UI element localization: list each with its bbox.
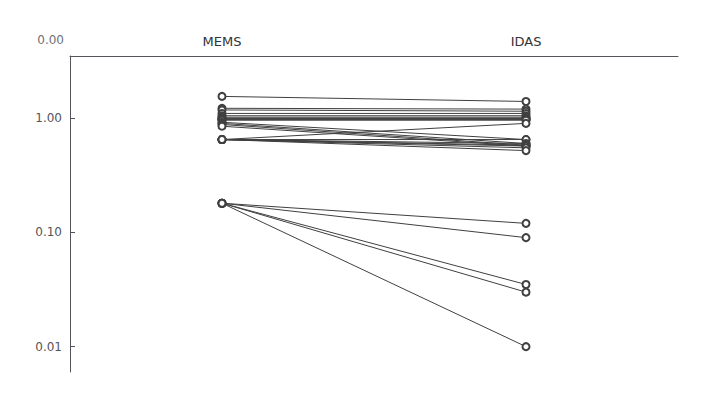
svg-text:0.10: 0.10: [35, 225, 62, 239]
svg-text:0.00: 0.00: [37, 33, 64, 47]
svg-text:1.00: 1.00: [35, 111, 62, 125]
svg-text:MEMS: MEMS: [203, 34, 242, 49]
svg-text:0.01: 0.01: [35, 340, 62, 354]
svg-text:IDAS: IDAS: [511, 34, 542, 49]
